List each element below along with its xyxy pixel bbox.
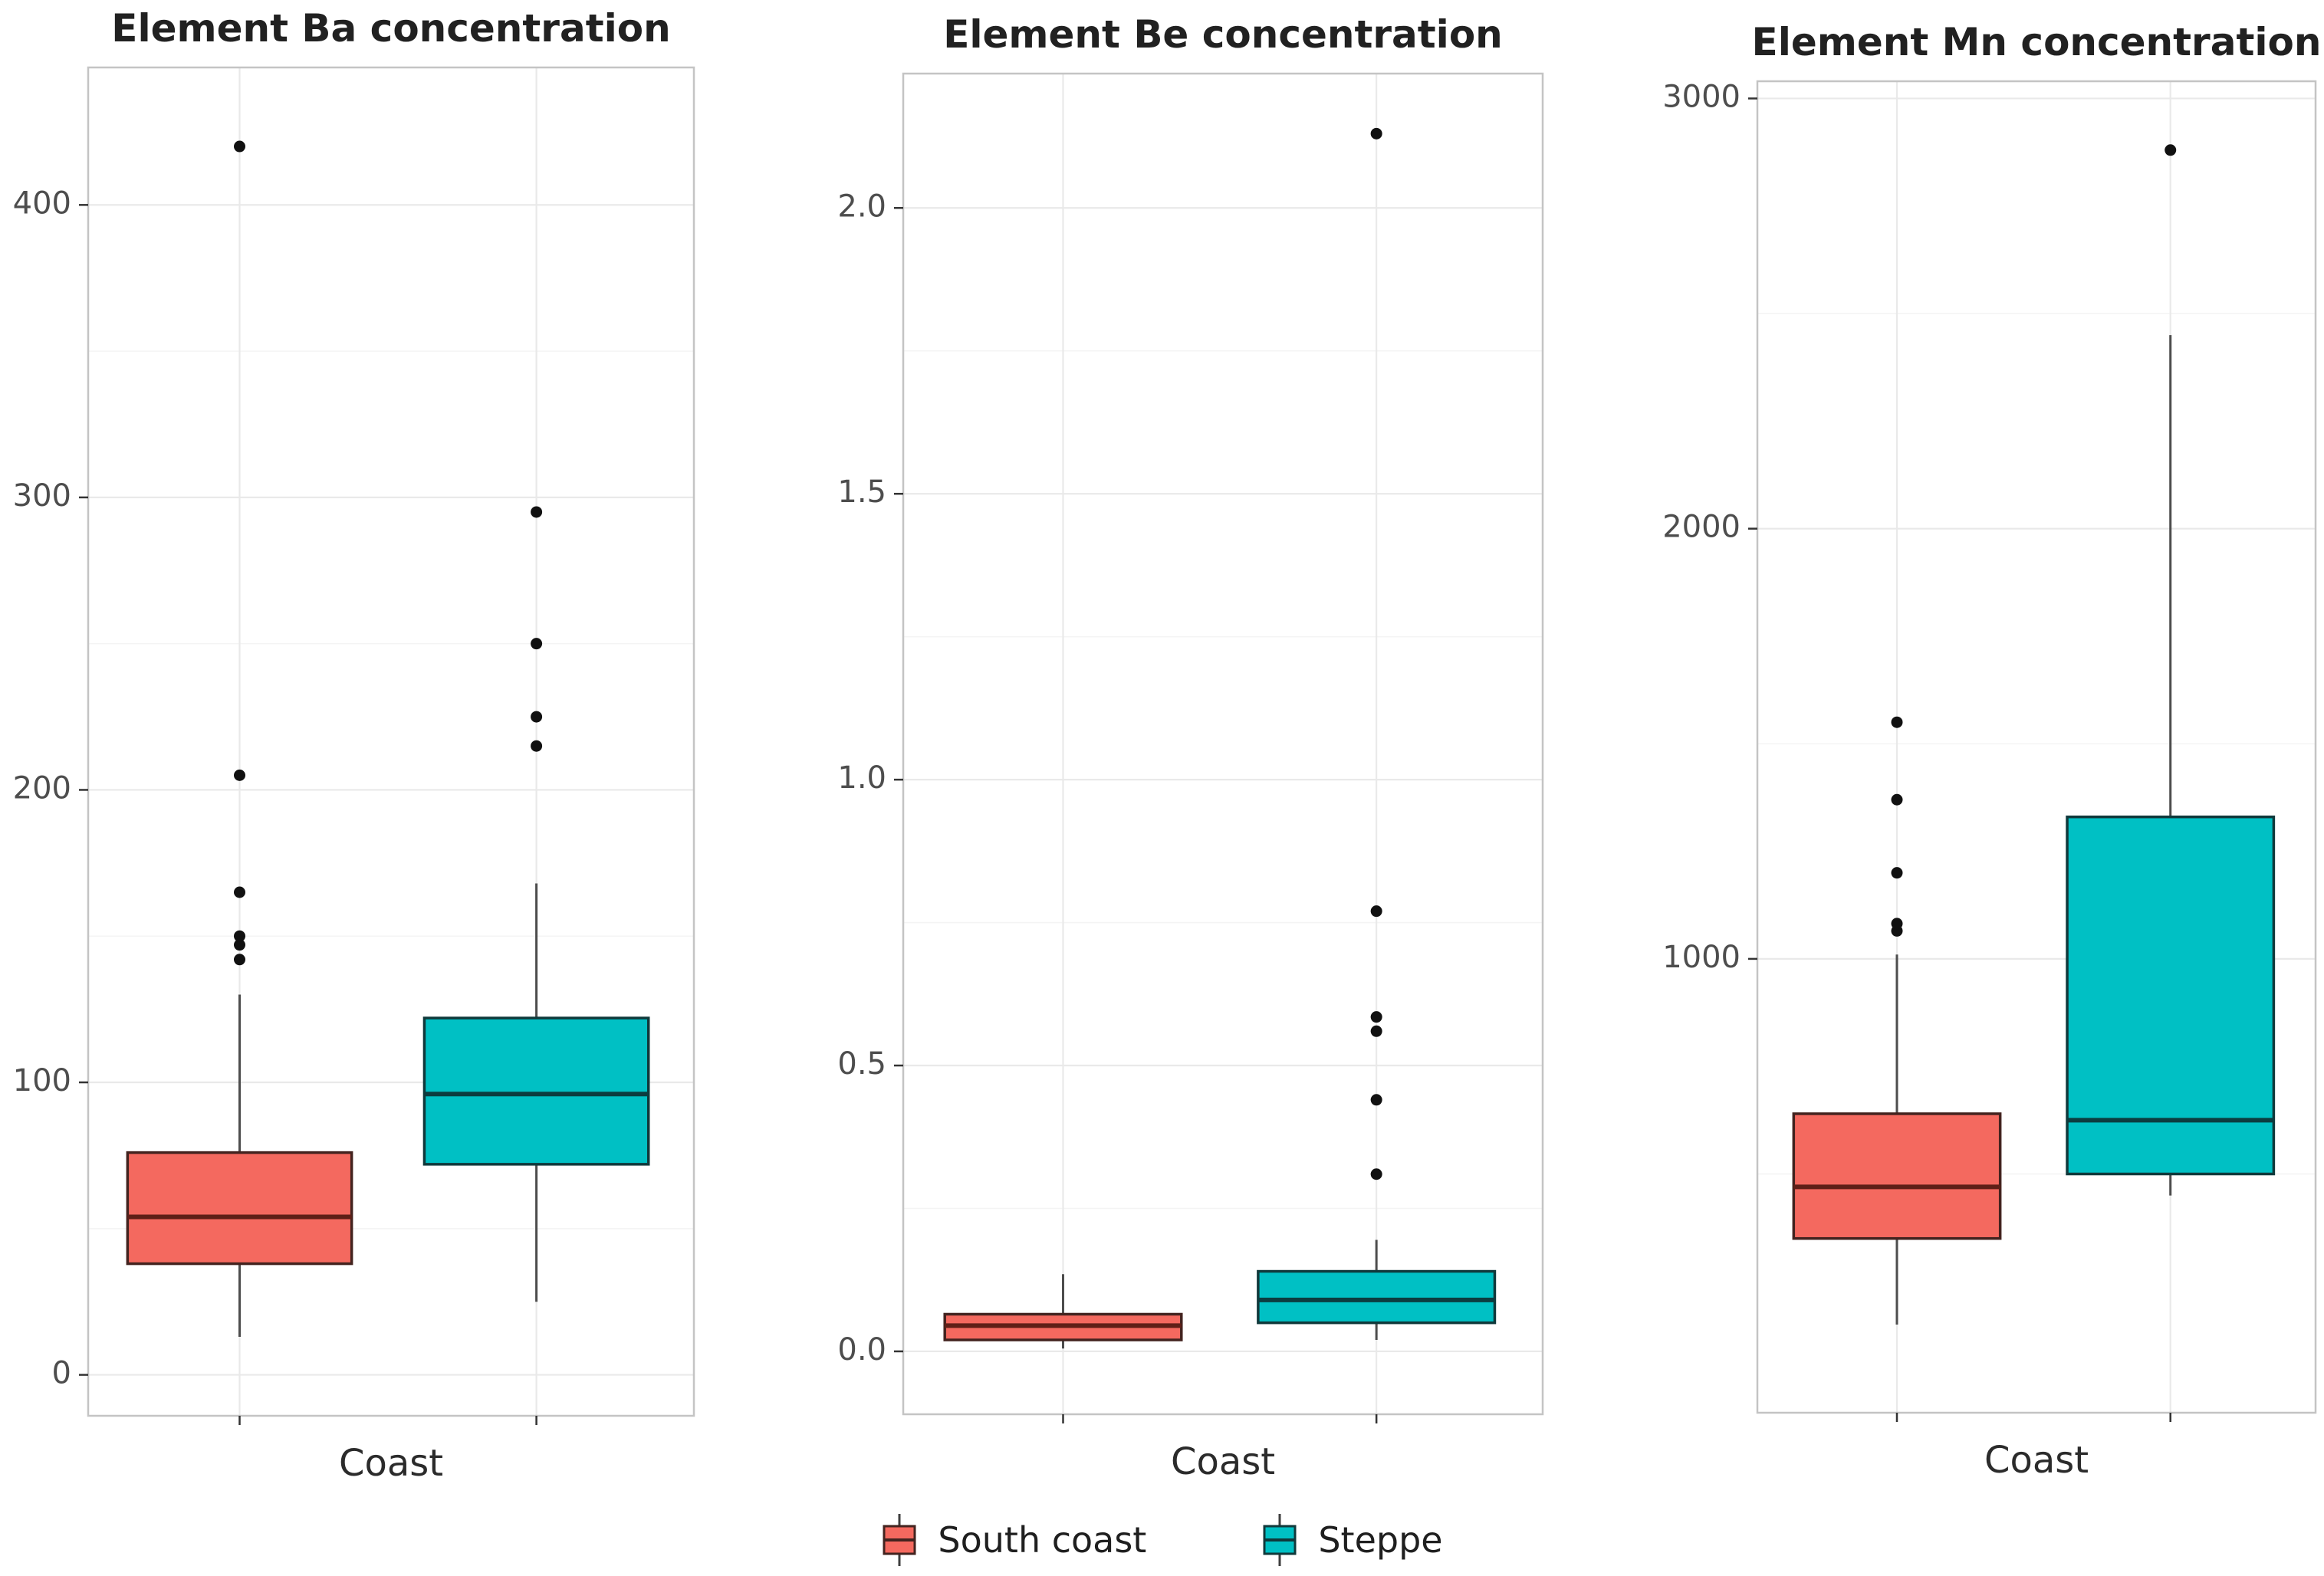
mn-boxplot-svg: 1000 2000 3000 Element Mn concentration Coas…: [1662, 20, 2322, 1482]
be-boxplot-svg: 0.0 0.5 1.0 1.5 2.0 Element Be concentration C…: [837, 12, 1544, 1483]
outlier-point: [1891, 918, 1903, 930]
outlier-point: [234, 954, 245, 966]
y-tick-label: 0.5: [837, 1046, 886, 1082]
outlier-point: [2165, 144, 2177, 156]
y-tick-label: 2000: [1662, 510, 1741, 545]
x-axis-title: Coast: [1171, 1440, 1275, 1483]
boxplot-steppe: [422, 506, 650, 1302]
panel-be-concentration: 0.0 0.5 1.0 1.5 2.0 Element Be concentration C…: [774, 0, 1549, 1502]
outlier-point: [234, 886, 245, 898]
legend-item-steppe: Steppe: [1261, 1511, 1443, 1569]
outlier-point: [531, 711, 543, 723]
boxplot-steppe: [2066, 144, 2276, 1196]
y-tick-label: 1.5: [837, 474, 886, 510]
x-axis-title: Coast: [339, 1442, 443, 1485]
outlier-point: [531, 506, 543, 518]
boxplot-steppe: [1257, 127, 1497, 1341]
x-axis-title: Coast: [1984, 1439, 2089, 1482]
chart-title: Element Be concentration: [943, 12, 1503, 57]
outlier-point: [234, 140, 245, 153]
boxplot-south-coast: [1792, 716, 2002, 1325]
y-tick-label: 0.0: [837, 1332, 886, 1368]
box-iqr: [1792, 1112, 2002, 1240]
panel-border: [1756, 80, 2317, 1414]
y-tick-label: 200: [13, 770, 71, 806]
box-iqr: [2066, 815, 2276, 1176]
panel-border: [87, 66, 695, 1417]
y-tick-label: 2.0: [837, 189, 886, 224]
outlier-point: [531, 740, 543, 752]
y-tick-label: 400: [13, 186, 71, 221]
y-tick-label: 1.0: [837, 760, 886, 796]
boxplot-key-icon: [1263, 1514, 1297, 1566]
outlier-point: [1891, 867, 1903, 879]
legend: South coast Steppe: [0, 1504, 2324, 1576]
y-tick-label: 100: [13, 1063, 71, 1098]
box-iqr: [422, 1016, 650, 1166]
chart-title: Element Mn concentration: [1752, 20, 2322, 64]
outlier-point: [1891, 793, 1903, 806]
outlier-point: [1370, 905, 1382, 918]
outlier-point: [234, 939, 245, 951]
outlier-point: [1370, 1025, 1382, 1037]
plot-background: [903, 74, 1543, 1414]
outlier-point: [1891, 716, 1903, 728]
outlier-point: [1370, 1168, 1382, 1180]
legend-label-south-coast: South coast: [938, 1519, 1147, 1561]
y-tick-label: 0: [52, 1356, 71, 1391]
boxplot-south-coast: [943, 1274, 1183, 1349]
box-iqr: [126, 1151, 353, 1266]
panel-border: [902, 72, 1544, 1416]
outlier-point: [531, 638, 543, 650]
outlier-point: [1370, 1011, 1382, 1023]
outlier-point: [234, 930, 245, 942]
legend-label-steppe: Steppe: [1318, 1519, 1443, 1561]
panel-ba-concentration: 0 100 200 300 400 Element Ba concentration Coa…: [0, 0, 774, 1502]
box-iqr: [1257, 1269, 1497, 1325]
outlier-point: [1370, 127, 1382, 140]
boxplot-south-coast: [126, 140, 353, 1337]
legend-item-south-coast: South coast: [881, 1511, 1146, 1569]
boxplot-key-icon: [883, 1514, 916, 1566]
outlier-point: [234, 769, 245, 781]
outlier-point: [1370, 1094, 1382, 1106]
panel-mn-concentration: 1000 2000 3000 Element Mn concentration Coas…: [1549, 0, 2324, 1502]
chart-title: Element Ba concentration: [111, 6, 670, 51]
y-tick-label: 3000: [1662, 79, 1741, 114]
ba-boxplot-svg: 0 100 200 300 400 Element Ba concentration Coa…: [13, 6, 695, 1485]
y-tick-label: 300: [13, 478, 71, 514]
y-tick-label: 1000: [1662, 940, 1741, 975]
